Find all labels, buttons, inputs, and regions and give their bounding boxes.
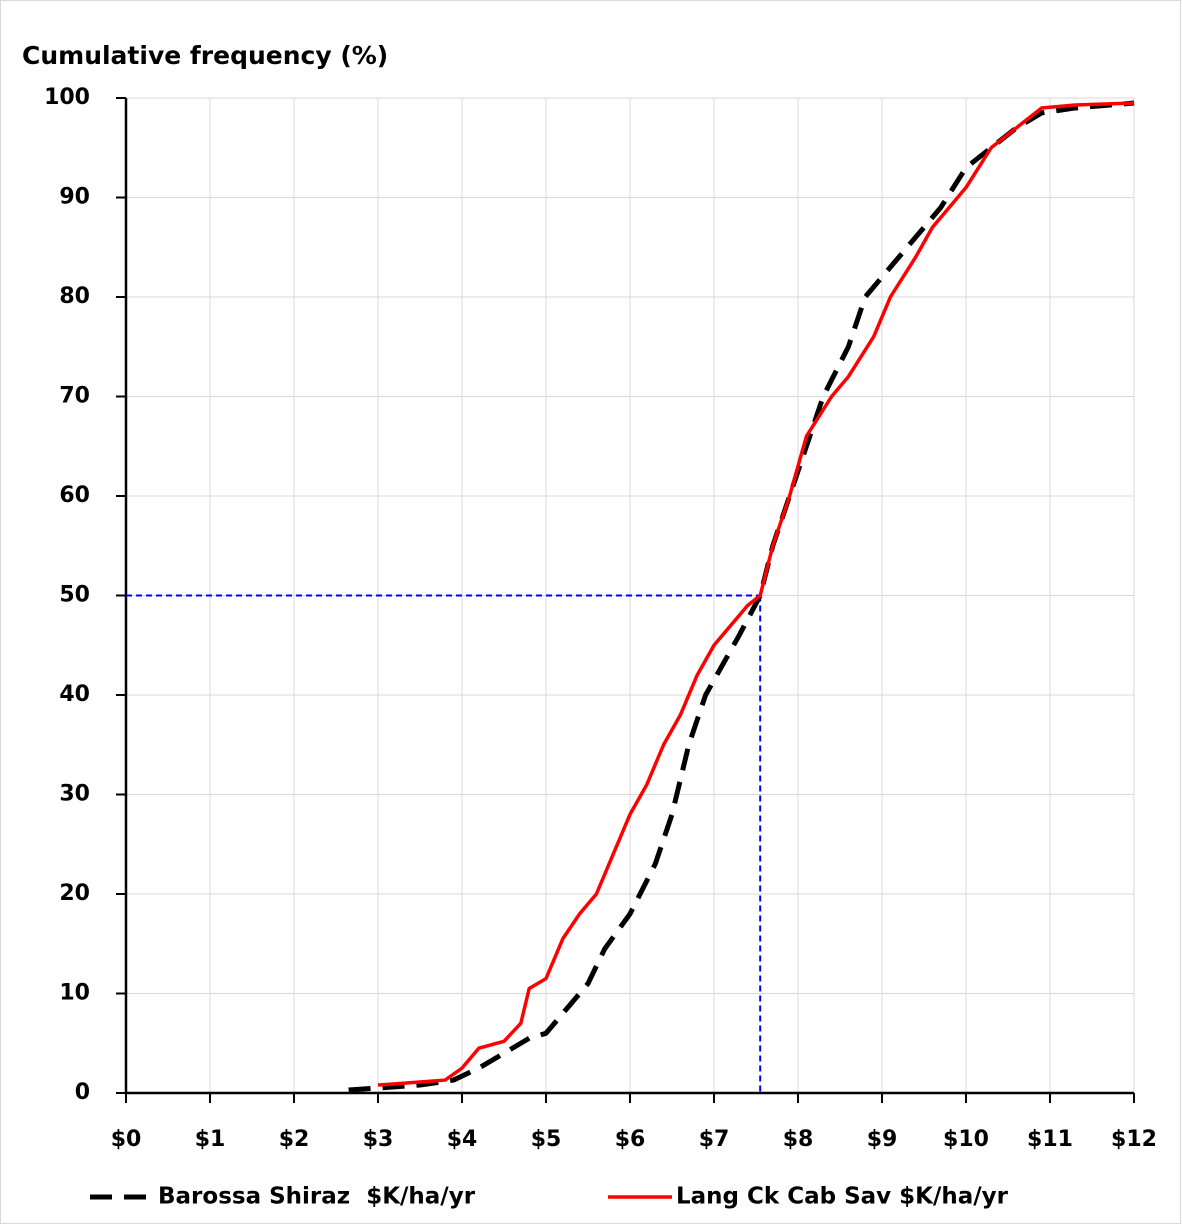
y-tick-label: 20 [59,881,90,906]
y-tick-label: 60 [59,483,90,508]
x-tick-label: $10 [943,1127,989,1152]
x-tick-label: $6 [615,1127,646,1152]
x-tick-label: $12 [1111,1127,1157,1152]
chart-title: Cumulative frequency (%) [22,41,388,70]
y-tick-label: 0 [75,1080,90,1105]
series-line [377,101,1135,1087]
x-tick-label: $4 [447,1127,478,1152]
x-tick-label: $8 [783,1127,814,1152]
y-tick-label: 30 [59,782,90,807]
x-tick-label: $5 [531,1127,562,1152]
y-tick-label: 10 [59,981,90,1006]
y-tick-label: 40 [59,682,90,707]
y-tick-label: 100 [44,85,90,110]
x-tick-label: $1 [195,1127,226,1152]
legend-label: Barossa Shiraz $K/ha/yr [158,1184,476,1210]
y-tick-label: 50 [59,583,90,608]
series-line [348,100,1135,1093]
y-tick-label: 90 [59,185,90,210]
x-tick-label: $2 [279,1127,310,1152]
x-tick-label: $9 [867,1127,898,1152]
x-tick-label: $3 [363,1127,394,1152]
y-tick-label: 80 [59,284,90,309]
x-tick-label: $11 [1027,1127,1073,1152]
y-tick-label: 70 [59,384,90,409]
legend-label: Lang Ck Cab Sav $K/ha/yr [676,1184,1009,1210]
x-tick-label: $0 [111,1127,142,1152]
x-tick-label: $7 [699,1127,730,1152]
